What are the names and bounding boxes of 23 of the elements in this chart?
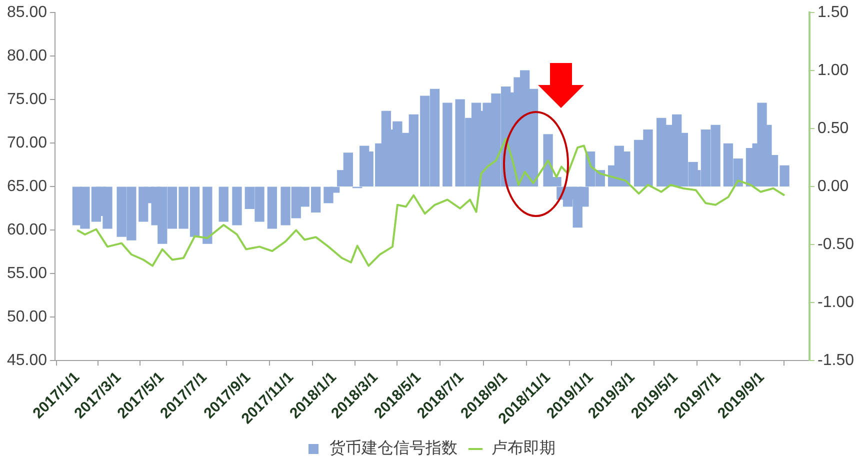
bar <box>232 186 242 226</box>
bar <box>202 186 212 244</box>
y-tick-label: 65.00 <box>6 178 48 196</box>
y-tick-label: 50.00 <box>6 308 48 326</box>
y2-tick-label: -0.50 <box>818 236 854 254</box>
y-tick-label: 80.00 <box>6 48 48 65</box>
bar <box>267 186 278 229</box>
y2-tick-label: 0.50 <box>818 120 849 138</box>
y-tick-label: 45.00 <box>6 352 48 370</box>
legend-label: 卢布即期 <box>492 438 556 458</box>
y-tick-label: 60.00 <box>6 222 48 239</box>
bar <box>218 186 228 222</box>
y-tick-label: 55.00 <box>6 265 48 282</box>
y-tick-label: 70.00 <box>6 134 48 152</box>
y2-tick-label: 1.50 <box>818 4 849 22</box>
bar <box>442 102 452 186</box>
y2-tick-label: 1.00 <box>818 62 849 80</box>
y2-tick-label: -1.00 <box>818 294 854 312</box>
legend-label: 货币建仓信号指数 <box>330 438 458 458</box>
y-tick-label: 85.00 <box>6 4 48 22</box>
y-tick-label: 75.00 <box>6 91 48 108</box>
y2-tick-label: 0.00 <box>818 178 849 196</box>
y2-tick-label: -1.50 <box>818 352 854 370</box>
